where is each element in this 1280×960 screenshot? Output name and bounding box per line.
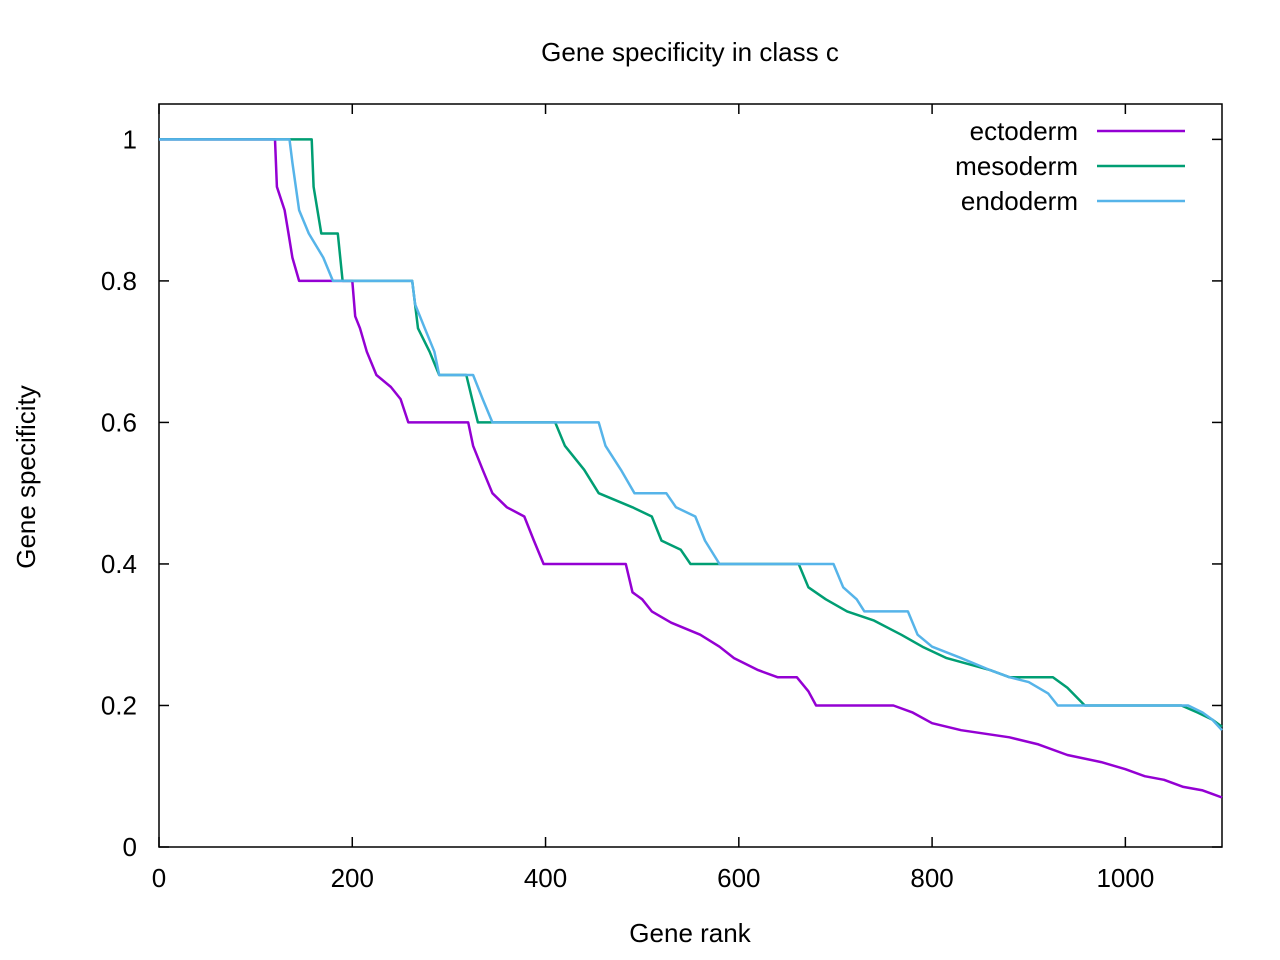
y-axis-label: Gene specificity [11,385,41,569]
x-tick-label: 0 [152,863,166,893]
x-tick-label: 600 [717,863,760,893]
series-line-ectoderm [159,138,1223,799]
legend-label-ectoderm: ectoderm [970,116,1078,146]
series-line-mesoderm [159,138,1223,728]
y-tick-label: 1 [123,124,137,154]
chart-title: Gene specificity in class c [541,37,839,67]
x-tick-label: 1000 [1096,863,1154,893]
y-tick-label: 0.2 [101,690,137,720]
plot-frame [158,103,1223,848]
x-tick-label: 800 [910,863,953,893]
y-tick-label: 0.6 [101,407,137,437]
y-tick-label: 0 [123,832,137,862]
y-tick-label: 0.4 [101,549,137,579]
y-tick-label: 0.8 [101,266,137,296]
legend-label-mesoderm: mesoderm [955,151,1078,181]
x-axis-label: Gene rank [629,918,751,948]
series-line-endoderm [159,138,1223,732]
x-tick-label: 200 [331,863,374,893]
x-tick-label: 400 [524,863,567,893]
legend-label-endoderm: endoderm [961,186,1078,216]
